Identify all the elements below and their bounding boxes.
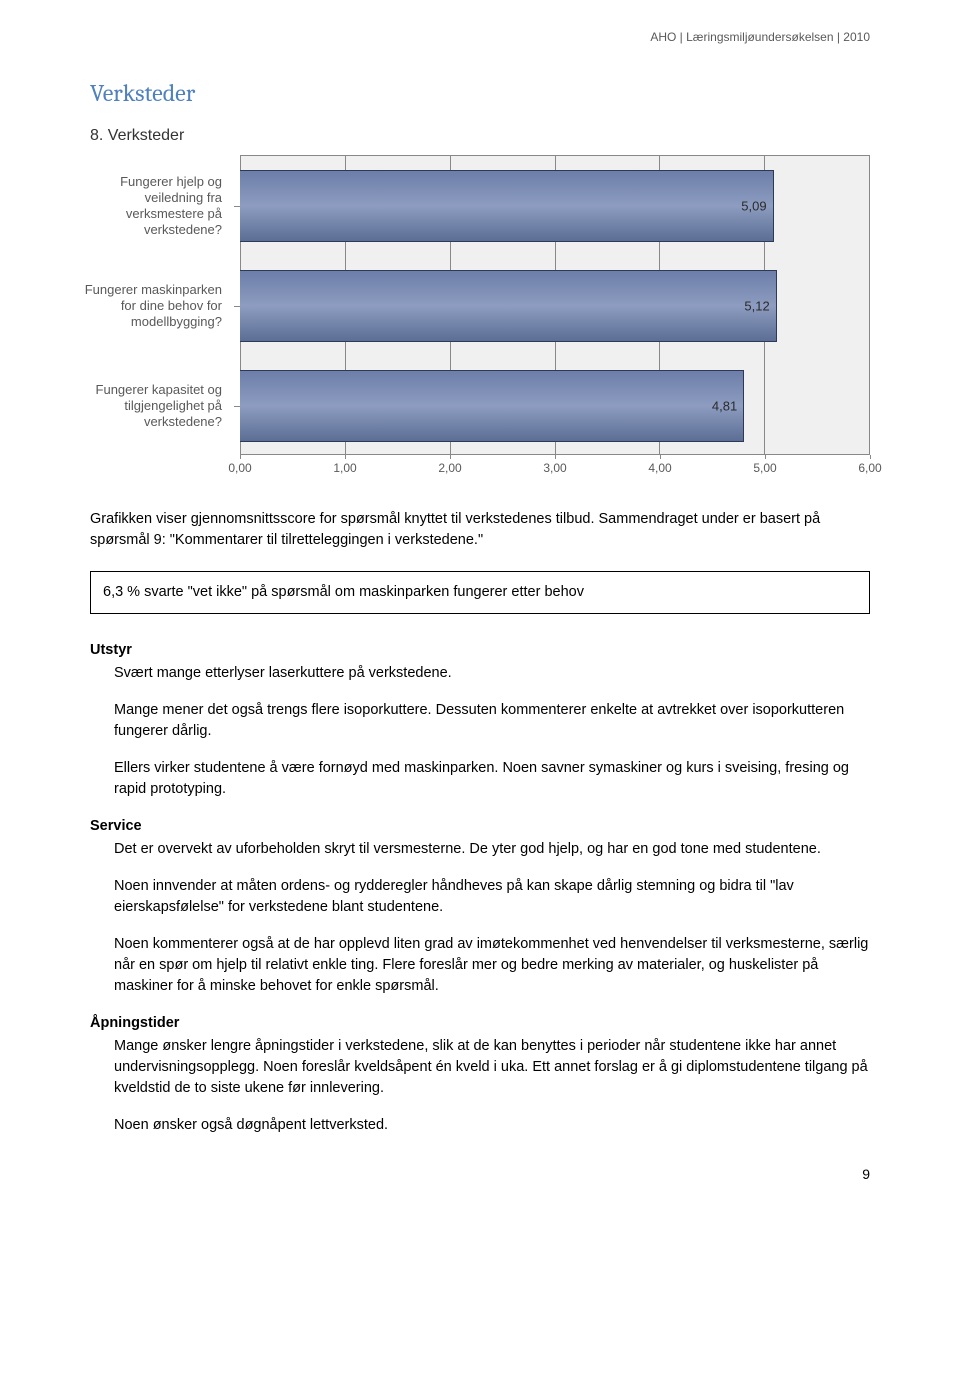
- gridline: [869, 156, 870, 455]
- bar-value: 4,81: [712, 399, 737, 414]
- service-p1: Det er overvekt av uforbeholden skryt ti…: [114, 839, 870, 860]
- callout-box: 6,3 % svarte "vet ikke" på spørsmål om m…: [90, 571, 870, 614]
- service-p3: Noen kommenterer også at de har opplevd …: [114, 934, 870, 997]
- x-tick: 6,00: [850, 455, 890, 475]
- chart-plot: Fungerer hjelp og veiledning fra verksme…: [240, 155, 870, 455]
- intro-paragraph: Grafikken viser gjennomsnittsscore for s…: [90, 509, 870, 551]
- x-tick: 0,00: [220, 455, 260, 475]
- x-axis-ticks: 0,001,002,003,004,005,006,00: [240, 455, 870, 479]
- apning-p2: Noen ønsker også døgnåpent lettverksted.: [114, 1115, 870, 1136]
- x-tick: 5,00: [745, 455, 785, 475]
- bar: 5,12: [240, 270, 777, 342]
- apning-p1: Mange ønsker lengre åpningstider i verks…: [114, 1036, 870, 1099]
- bar: 4,81: [240, 370, 744, 442]
- bar-label: Fungerer hjelp og veiledning fra verksme…: [70, 174, 230, 239]
- x-tick: 1,00: [325, 455, 365, 475]
- bar-value: 5,12: [744, 299, 769, 314]
- x-tick: 3,00: [535, 455, 575, 475]
- page-title: Verksteder: [90, 79, 870, 107]
- utstyr-heading: Utstyr: [90, 640, 870, 661]
- body-text: Grafikken viser gjennomsnittsscore for s…: [90, 509, 870, 1136]
- page-number: 9: [90, 1166, 870, 1182]
- utstyr-p1: Svært mange etterlyser laserkuttere på v…: [114, 663, 870, 684]
- x-tick: 4,00: [640, 455, 680, 475]
- x-tick: 2,00: [430, 455, 470, 475]
- bar-row: Fungerer hjelp og veiledning fra verksme…: [240, 170, 869, 242]
- bar: 5,09: [240, 170, 774, 242]
- bar-value: 5,09: [741, 199, 766, 214]
- bar-label: Fungerer maskinparken for dine behov for…: [70, 282, 230, 331]
- page-header: AHO | Læringsmiljøundersøkelsen | 2010: [90, 30, 870, 44]
- chart-container: 8. Verksteder Fungerer hjelp og veiledni…: [70, 127, 870, 479]
- service-p2: Noen innvender at måten ordens- og rydde…: [114, 876, 870, 918]
- apning-heading: Åpningstider: [90, 1013, 870, 1034]
- bar-row: Fungerer kapasitet og tilgjengelighet på…: [240, 370, 869, 442]
- utstyr-p2: Mange mener det også trengs flere isopor…: [114, 700, 870, 742]
- bar-row: Fungerer maskinparken for dine behov for…: [240, 270, 869, 342]
- bar-label: Fungerer kapasitet og tilgjengelighet på…: [70, 382, 230, 431]
- chart-title: 8. Verksteder: [90, 127, 870, 145]
- service-heading: Service: [90, 816, 870, 837]
- utstyr-p3: Ellers virker studentene å være fornøyd …: [114, 758, 870, 800]
